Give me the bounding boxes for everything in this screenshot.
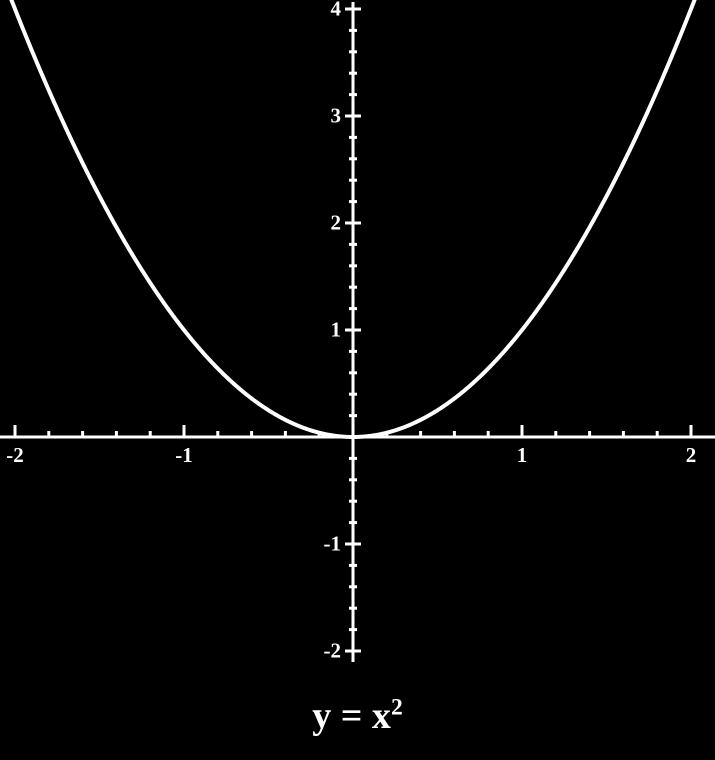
y-axis-tick-label: 1	[330, 317, 342, 342]
x-axis-tick-label: 1	[516, 443, 528, 467]
x-axis-tick-label: -1	[175, 443, 193, 467]
y-axis-tick-label: -2	[323, 638, 342, 663]
y-axis-tick-label: 4	[330, 0, 342, 21]
x-axis-major-ticks	[13, 425, 693, 437]
chart-title-base: y = x	[312, 695, 391, 737]
y-axis-tick-label: 2	[330, 210, 342, 235]
x-axis-tick-label: -2	[6, 443, 24, 467]
y-axis-tick-label: -1	[323, 531, 342, 556]
parabola-curve	[9, 0, 697, 439]
x-axis-tick-label: 2	[685, 443, 697, 467]
y-axis-tick-label: 3	[330, 103, 342, 128]
chart-title: y = x2	[0, 694, 715, 737]
chart-title-exponent: 2	[390, 694, 403, 721]
